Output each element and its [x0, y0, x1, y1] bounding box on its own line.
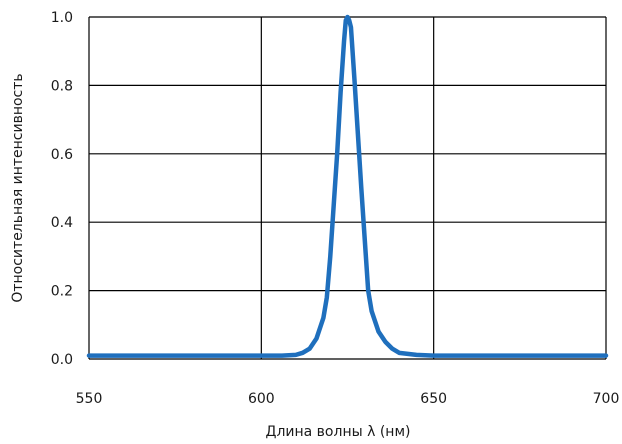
y-tick-label: 0.4: [51, 215, 73, 231]
y-tick-label: 0.2: [51, 284, 73, 300]
y-axis-label: Относительная интенсивность: [10, 73, 26, 302]
x-axis-label: Длина волны λ (нм): [266, 424, 411, 440]
series-line: [86, 14, 609, 358]
y-tick-label: 0.0: [51, 352, 73, 368]
series-layer: [86, 14, 609, 358]
x-tick-label: 550: [76, 391, 103, 407]
x-tick-label: 700: [593, 391, 620, 407]
y-tick-label: 1.0: [51, 10, 73, 26]
x-tick-label: 600: [248, 391, 275, 407]
x-tick-labels: 550 600 650 700: [76, 391, 620, 407]
x-tick-label: 650: [420, 391, 447, 407]
y-tick-label: 0.6: [51, 147, 73, 163]
y-tick-labels: 0.0 0.2 0.4 0.6 0.8 1.0: [51, 10, 73, 368]
y-tick-label: 0.8: [51, 78, 73, 94]
grid: [88, 16, 607, 360]
